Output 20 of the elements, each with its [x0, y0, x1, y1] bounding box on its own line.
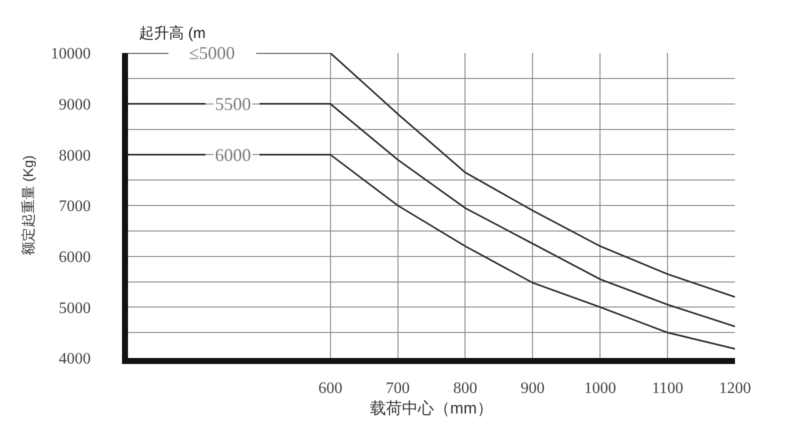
x-tick-label: 600: [318, 380, 342, 398]
text: 起升高 (m: [139, 25, 206, 42]
y-tick-label: 7000: [58, 198, 91, 216]
x-axis-title: 载荷中心（mm）: [370, 399, 493, 418]
x-tick-label: 1100: [652, 380, 684, 398]
series-label: ≤5000: [189, 43, 235, 63]
y-tick-label: 9000: [58, 96, 91, 114]
y-tick-label: 10000: [50, 46, 91, 63]
y-tick-label: 5000: [58, 300, 91, 317]
x-tick-label: 800: [453, 380, 478, 398]
y-axis-title: 额定起重量 (Kg): [20, 155, 36, 256]
series-label: 5500: [215, 94, 251, 114]
y-tick-label: 6000: [58, 248, 91, 266]
y-tick-label: 4000: [58, 350, 91, 368]
x-tick-label: 1000: [584, 380, 616, 398]
x-tick-label: 700: [386, 380, 410, 398]
series-label: 6000: [215, 145, 251, 165]
x-tick-label: 1200: [719, 380, 751, 398]
y-tick-label: 8000: [58, 147, 91, 164]
x-tick-label: 900: [520, 380, 545, 398]
